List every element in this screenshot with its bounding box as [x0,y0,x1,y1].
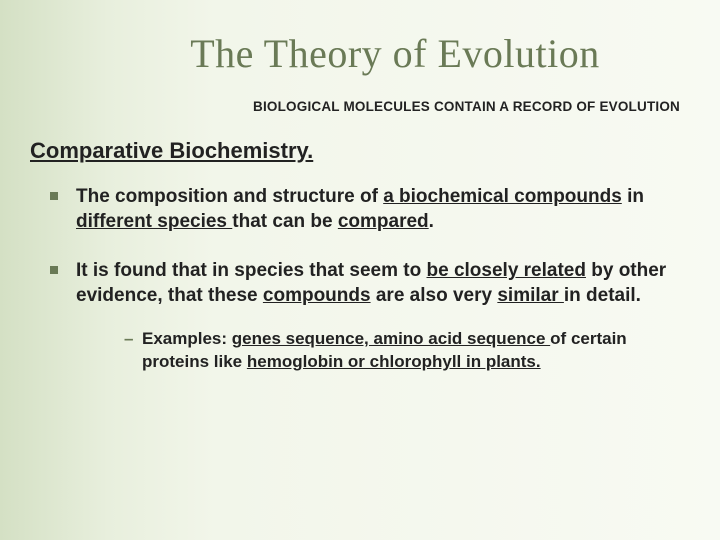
sub-bullet-text: Examples: [142,329,232,348]
bullet-text: that can be [232,211,338,232]
bullet-text: are also very [371,285,498,306]
bullet-text: It is found that in species that seem to [76,260,427,281]
bullet-text: . [429,211,434,232]
bullet-underline: compared [338,211,429,232]
bullet-underline: be closely related [427,260,586,281]
section-heading: Comparative Biochemistry. [30,138,690,164]
bullet-underline: compounds [263,285,371,306]
sub-bullet-underline: hemoglobin or chlorophyll in plants. [247,352,541,371]
bullet-list: The composition and structure of a bioch… [30,184,690,373]
sub-bullet-list: Examples: genes sequence, amino acid seq… [76,328,690,373]
sub-bullet-item: Examples: genes sequence, amino acid seq… [124,328,690,373]
sub-bullet-underline: genes sequence, amino acid sequence [232,329,550,348]
bullet-underline: similar [497,285,564,306]
bullet-text: The composition and structure of [76,186,383,207]
bullet-underline: a biochemical compounds [383,186,622,207]
bullet-text: in [622,186,644,207]
slide-container: The Theory of Evolution BIOLOGICAL MOLEC… [0,0,720,540]
bullet-item-1: The composition and structure of a bioch… [48,184,690,234]
slide-subtitle: BIOLOGICAL MOLECULES CONTAIN A RECORD OF… [30,99,680,114]
bullet-underline: different species [76,211,232,232]
bullet-item-2: It is found that in species that seem to… [48,258,690,373]
bullet-text: in detail. [564,285,641,306]
slide-title: The Theory of Evolution [100,30,690,77]
